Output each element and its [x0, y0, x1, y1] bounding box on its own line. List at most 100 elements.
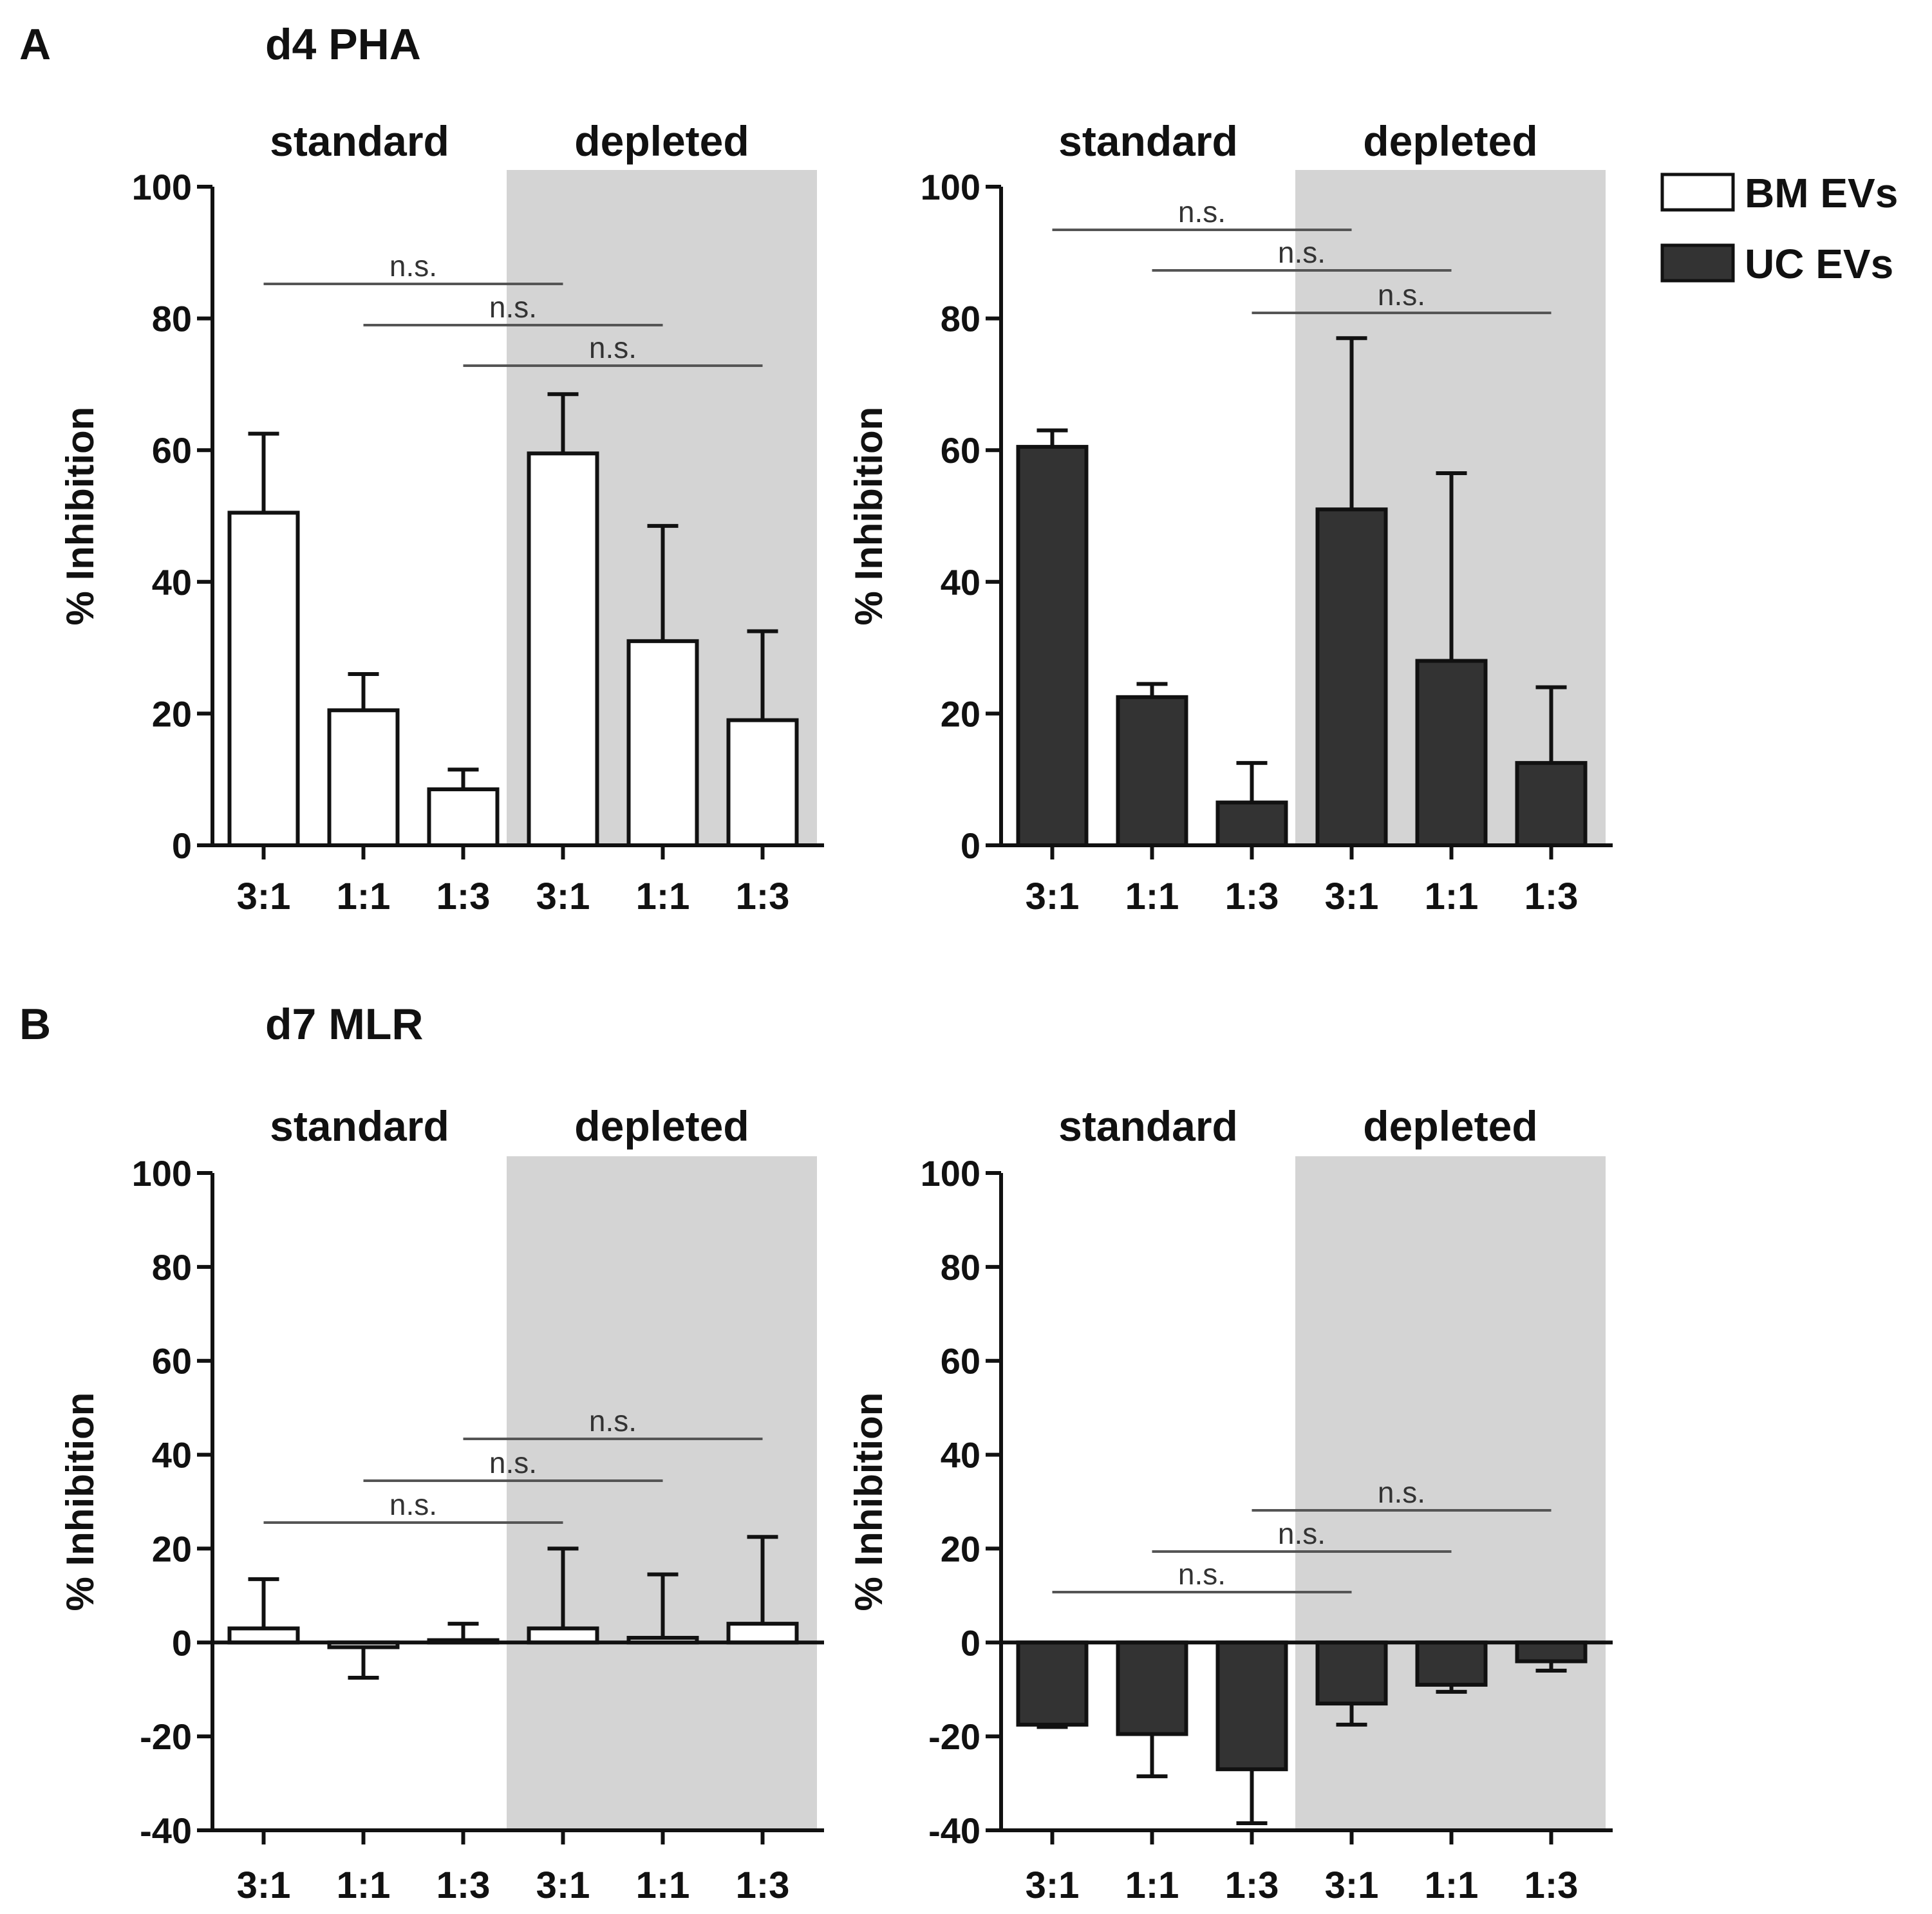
y-tick-label: 20: [152, 1528, 192, 1569]
legend: BM EVs UC EVs: [1660, 170, 1898, 287]
x-tick-label: 1:1: [1125, 1864, 1179, 1906]
x-tick-label: 1:3: [436, 1864, 491, 1906]
panel-a-title: d4 PHA: [265, 20, 421, 69]
y-tick-label: 40: [941, 562, 980, 603]
y-tick-label: 40: [152, 1435, 192, 1476]
y-axis-label: % Inhibition: [59, 1393, 102, 1611]
group-label-standard: standard: [1058, 1102, 1238, 1150]
x-tick-label: 3:1: [536, 876, 590, 917]
y-tick-label: 80: [152, 1247, 192, 1288]
depleted-shading: [507, 1156, 817, 1830]
bar: [1315, 1640, 1388, 1706]
x-tick-label: 1:1: [636, 1864, 690, 1906]
y-tick-label: 40: [941, 1435, 980, 1476]
panel-b-title: d7 MLR: [265, 1000, 424, 1049]
chart-b-bm-evs: standard depleted -40 -20 0 20 40 60 80 100 % Inhi…: [59, 1102, 824, 1906]
bar: [1415, 659, 1488, 848]
x-tick-label: 1:1: [1425, 876, 1479, 917]
y-tick-label: 100: [921, 167, 980, 207]
x-tick-label: 1:1: [1425, 1864, 1479, 1906]
x-tick-label: 3:1: [237, 1864, 291, 1906]
y-tick-label: 100: [132, 167, 192, 207]
y-tick-label: 20: [152, 693, 192, 734]
bar: [327, 708, 400, 848]
y-tick-label: 80: [941, 1247, 980, 1288]
y-tick-label: 0: [961, 825, 980, 866]
y-axis-label: % Inhibition: [847, 407, 890, 626]
x-tick-label: 3:1: [237, 876, 291, 917]
y-axis-label: % Inhibition: [59, 407, 102, 626]
y-tick-label: 0: [172, 1622, 192, 1663]
bar: [1016, 1640, 1089, 1727]
legend-label-uc: UC EVs: [1745, 241, 1893, 287]
significance-label: n.s.: [589, 331, 637, 364]
y-tick-label: 100: [132, 1153, 192, 1194]
significance-label: n.s.: [389, 1488, 437, 1521]
y-tick-label: 60: [152, 1341, 192, 1382]
group-label-standard: standard: [270, 117, 449, 165]
bar: [427, 787, 500, 848]
y-axis-label: % Inhibition: [847, 1393, 890, 1611]
x-tick-label: 1:3: [436, 876, 491, 917]
bar: [1515, 1640, 1588, 1664]
bar: [227, 1626, 300, 1645]
x-tick-label: 3:1: [1325, 1864, 1379, 1906]
y-tick-label: -40: [140, 1810, 192, 1851]
x-tick-label: 1:1: [636, 876, 690, 917]
x-tick-label: 3:1: [1325, 876, 1379, 917]
bar: [1215, 800, 1288, 848]
bar: [1016, 445, 1089, 847]
y-tick-label: -40: [928, 1810, 980, 1851]
bar: [626, 639, 699, 847]
y-tick-label: 0: [961, 1622, 980, 1663]
legend-label-bm: BM EVs: [1745, 170, 1898, 216]
bar: [227, 511, 300, 847]
x-tick-label: 1:3: [1524, 876, 1579, 917]
significance-label: n.s.: [389, 249, 437, 283]
y-tick-label: 80: [152, 299, 192, 339]
y-tick-label: 20: [941, 693, 980, 734]
bar: [1116, 695, 1188, 847]
bar: [726, 718, 799, 847]
x-tick-label: 1:3: [1225, 876, 1279, 917]
group-label-standard: standard: [270, 1102, 449, 1150]
x-tick-label: 1:1: [337, 1864, 391, 1906]
significance-label: n.s.: [1278, 1517, 1326, 1550]
group-label-depleted: depleted: [574, 1102, 749, 1150]
significance-label: n.s.: [1178, 1557, 1226, 1591]
y-tick-label: 80: [941, 299, 980, 339]
bar: [527, 1626, 599, 1645]
y-tick-label: 40: [152, 562, 192, 603]
legend-swatch-bm: [1660, 173, 1735, 212]
bar: [1315, 507, 1388, 847]
y-tick-label: 0: [172, 825, 192, 866]
significance-label: n.s.: [489, 1446, 537, 1479]
group-label-depleted: depleted: [1363, 117, 1537, 165]
x-tick-label: 1:3: [1225, 1864, 1279, 1906]
group-label-depleted: depleted: [574, 117, 749, 165]
bar: [726, 1622, 799, 1645]
y-tick-label: 100: [921, 1153, 980, 1194]
x-tick-label: 1:3: [736, 876, 790, 917]
significance-label: n.s.: [1378, 1476, 1425, 1509]
legend-swatch-uc: [1660, 243, 1735, 283]
bar: [527, 451, 599, 847]
x-tick-label: 3:1: [1026, 1864, 1080, 1906]
significance-label: n.s.: [589, 1404, 637, 1438]
x-tick-label: 3:1: [1026, 876, 1080, 917]
x-tick-label: 1:3: [736, 1864, 790, 1906]
significance-label: n.s.: [489, 290, 537, 324]
significance-label: n.s.: [1278, 236, 1326, 269]
x-tick-label: 1:3: [1524, 1864, 1579, 1906]
x-tick-label: 1:1: [1125, 876, 1179, 917]
bar: [1415, 1640, 1488, 1687]
depleted-shading: [1295, 1156, 1606, 1830]
y-tick-label: 60: [941, 430, 980, 471]
x-tick-label: 1:1: [337, 876, 391, 917]
bar: [1515, 761, 1588, 847]
panel-b-letter: B: [19, 1000, 51, 1049]
significance-label: n.s.: [1178, 195, 1226, 229]
y-tick-label: 20: [941, 1528, 980, 1569]
panel-a-letter: A: [19, 20, 51, 69]
